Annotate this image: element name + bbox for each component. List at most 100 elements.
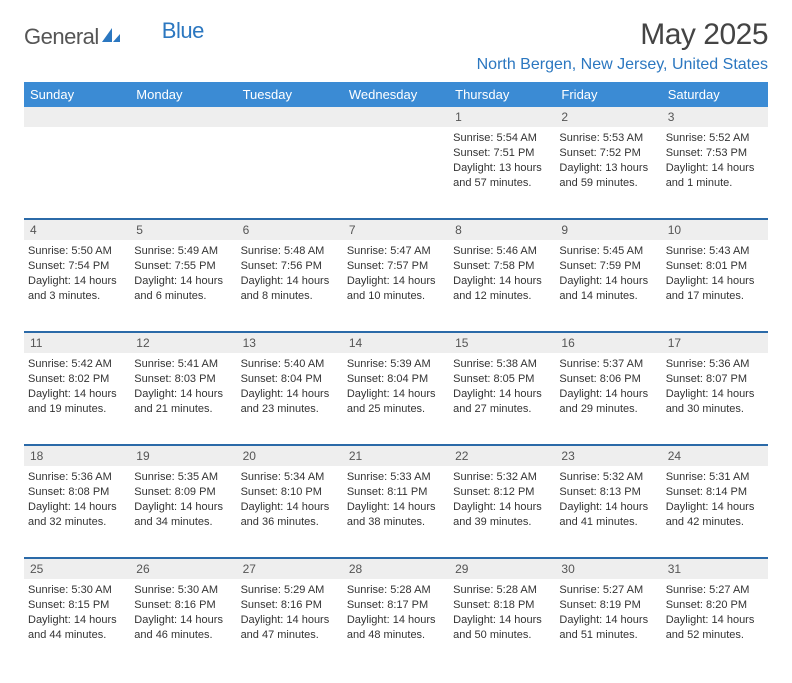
day-number-cell: 15: [449, 332, 555, 353]
day-cell: Sunrise: 5:29 AMSunset: 8:16 PMDaylight:…: [237, 579, 343, 671]
day-cell: Sunrise: 5:40 AMSunset: 8:04 PMDaylight:…: [237, 353, 343, 445]
day-cell: Sunrise: 5:36 AMSunset: 8:08 PMDaylight:…: [24, 466, 130, 558]
day-detail-text: Sunrise: 5:49 AMSunset: 7:55 PMDaylight:…: [134, 244, 232, 303]
day-number-cell: 6: [237, 219, 343, 240]
day-cell: Sunrise: 5:54 AMSunset: 7:51 PMDaylight:…: [449, 127, 555, 219]
calendar-table: Sunday Monday Tuesday Wednesday Thursday…: [24, 82, 768, 671]
day-number-cell: 9: [555, 219, 661, 240]
day-detail-text: Sunrise: 5:45 AMSunset: 7:59 PMDaylight:…: [559, 244, 657, 303]
day-number-cell: 23: [555, 445, 661, 466]
brand-part2: Blue: [162, 18, 204, 44]
day-detail-text: Sunrise: 5:30 AMSunset: 8:15 PMDaylight:…: [28, 583, 126, 642]
daynum-row: 18192021222324: [24, 445, 768, 466]
brand-part1: General: [24, 24, 99, 50]
week-row: Sunrise: 5:54 AMSunset: 7:51 PMDaylight:…: [24, 127, 768, 219]
day-cell: Sunrise: 5:32 AMSunset: 8:12 PMDaylight:…: [449, 466, 555, 558]
day-cell: Sunrise: 5:38 AMSunset: 8:05 PMDaylight:…: [449, 353, 555, 445]
weekday-header: Thursday: [449, 82, 555, 107]
day-number-cell: [24, 107, 130, 127]
day-number-cell: 8: [449, 219, 555, 240]
day-number-cell: [130, 107, 236, 127]
day-cell: Sunrise: 5:37 AMSunset: 8:06 PMDaylight:…: [555, 353, 661, 445]
day-number-cell: 31: [662, 558, 768, 579]
day-number-cell: 28: [343, 558, 449, 579]
day-detail-text: Sunrise: 5:46 AMSunset: 7:58 PMDaylight:…: [453, 244, 551, 303]
day-detail-text: Sunrise: 5:32 AMSunset: 8:13 PMDaylight:…: [559, 470, 657, 529]
weekday-header: Sunday: [24, 82, 130, 107]
daynum-row: 123: [24, 107, 768, 127]
day-cell: Sunrise: 5:33 AMSunset: 8:11 PMDaylight:…: [343, 466, 449, 558]
day-number-cell: 25: [24, 558, 130, 579]
day-number-cell: 4: [24, 219, 130, 240]
day-detail-text: Sunrise: 5:28 AMSunset: 8:18 PMDaylight:…: [453, 583, 551, 642]
day-cell: Sunrise: 5:27 AMSunset: 8:19 PMDaylight:…: [555, 579, 661, 671]
day-number-cell: 3: [662, 107, 768, 127]
day-number-cell: 18: [24, 445, 130, 466]
daynum-row: 25262728293031: [24, 558, 768, 579]
day-number-cell: 19: [130, 445, 236, 466]
day-detail-text: Sunrise: 5:39 AMSunset: 8:04 PMDaylight:…: [347, 357, 445, 416]
day-cell: Sunrise: 5:34 AMSunset: 8:10 PMDaylight:…: [237, 466, 343, 558]
day-number-cell: 1: [449, 107, 555, 127]
day-cell: Sunrise: 5:36 AMSunset: 8:07 PMDaylight:…: [662, 353, 768, 445]
day-cell: Sunrise: 5:48 AMSunset: 7:56 PMDaylight:…: [237, 240, 343, 332]
day-number-cell: [343, 107, 449, 127]
day-number-cell: 14: [343, 332, 449, 353]
day-detail-text: Sunrise: 5:47 AMSunset: 7:57 PMDaylight:…: [347, 244, 445, 303]
day-cell: [130, 127, 236, 219]
daynum-row: 11121314151617: [24, 332, 768, 353]
day-detail-text: Sunrise: 5:32 AMSunset: 8:12 PMDaylight:…: [453, 470, 551, 529]
day-cell: Sunrise: 5:42 AMSunset: 8:02 PMDaylight:…: [24, 353, 130, 445]
day-cell: [343, 127, 449, 219]
day-detail-text: Sunrise: 5:27 AMSunset: 8:20 PMDaylight:…: [666, 583, 764, 642]
title-block: May 2025 North Bergen, New Jersey, Unite…: [477, 18, 768, 74]
day-detail-text: Sunrise: 5:30 AMSunset: 8:16 PMDaylight:…: [134, 583, 232, 642]
day-detail-text: Sunrise: 5:42 AMSunset: 8:02 PMDaylight:…: [28, 357, 126, 416]
day-number-cell: [237, 107, 343, 127]
day-number-cell: 7: [343, 219, 449, 240]
brand-logo: General Blue: [24, 24, 204, 50]
week-row: Sunrise: 5:36 AMSunset: 8:08 PMDaylight:…: [24, 466, 768, 558]
day-detail-text: Sunrise: 5:54 AMSunset: 7:51 PMDaylight:…: [453, 131, 551, 190]
week-row: Sunrise: 5:30 AMSunset: 8:15 PMDaylight:…: [24, 579, 768, 671]
day-cell: Sunrise: 5:28 AMSunset: 8:18 PMDaylight:…: [449, 579, 555, 671]
day-number-cell: 2: [555, 107, 661, 127]
week-row: Sunrise: 5:42 AMSunset: 8:02 PMDaylight:…: [24, 353, 768, 445]
sail-icon: [100, 26, 122, 49]
day-number-cell: 30: [555, 558, 661, 579]
day-number-cell: 12: [130, 332, 236, 353]
day-detail-text: Sunrise: 5:40 AMSunset: 8:04 PMDaylight:…: [241, 357, 339, 416]
header: General Blue May 2025 North Bergen, New …: [24, 18, 768, 74]
day-detail-text: Sunrise: 5:43 AMSunset: 8:01 PMDaylight:…: [666, 244, 764, 303]
day-number-cell: 11: [24, 332, 130, 353]
day-number-cell: 17: [662, 332, 768, 353]
day-number-cell: 24: [662, 445, 768, 466]
location-subtitle: North Bergen, New Jersey, United States: [477, 56, 768, 74]
day-cell: Sunrise: 5:47 AMSunset: 7:57 PMDaylight:…: [343, 240, 449, 332]
day-detail-text: Sunrise: 5:41 AMSunset: 8:03 PMDaylight:…: [134, 357, 232, 416]
day-detail-text: Sunrise: 5:52 AMSunset: 7:53 PMDaylight:…: [666, 131, 764, 190]
weekday-header: Monday: [130, 82, 236, 107]
weekday-header: Friday: [555, 82, 661, 107]
day-cell: Sunrise: 5:30 AMSunset: 8:16 PMDaylight:…: [130, 579, 236, 671]
day-number-cell: 22: [449, 445, 555, 466]
day-detail-text: Sunrise: 5:28 AMSunset: 8:17 PMDaylight:…: [347, 583, 445, 642]
day-cell: Sunrise: 5:50 AMSunset: 7:54 PMDaylight:…: [24, 240, 130, 332]
month-title: May 2025: [477, 18, 768, 52]
day-number-cell: 16: [555, 332, 661, 353]
day-cell: Sunrise: 5:53 AMSunset: 7:52 PMDaylight:…: [555, 127, 661, 219]
day-cell: Sunrise: 5:30 AMSunset: 8:15 PMDaylight:…: [24, 579, 130, 671]
day-cell: Sunrise: 5:41 AMSunset: 8:03 PMDaylight:…: [130, 353, 236, 445]
day-cell: Sunrise: 5:43 AMSunset: 8:01 PMDaylight:…: [662, 240, 768, 332]
weekday-header: Tuesday: [237, 82, 343, 107]
day-cell: Sunrise: 5:27 AMSunset: 8:20 PMDaylight:…: [662, 579, 768, 671]
day-cell: Sunrise: 5:28 AMSunset: 8:17 PMDaylight:…: [343, 579, 449, 671]
day-cell: Sunrise: 5:35 AMSunset: 8:09 PMDaylight:…: [130, 466, 236, 558]
calendar-page: General Blue May 2025 North Bergen, New …: [0, 0, 792, 683]
day-number-cell: 5: [130, 219, 236, 240]
day-detail-text: Sunrise: 5:37 AMSunset: 8:06 PMDaylight:…: [559, 357, 657, 416]
day-number-cell: 26: [130, 558, 236, 579]
day-detail-text: Sunrise: 5:36 AMSunset: 8:08 PMDaylight:…: [28, 470, 126, 529]
day-number-cell: 13: [237, 332, 343, 353]
day-cell: Sunrise: 5:32 AMSunset: 8:13 PMDaylight:…: [555, 466, 661, 558]
